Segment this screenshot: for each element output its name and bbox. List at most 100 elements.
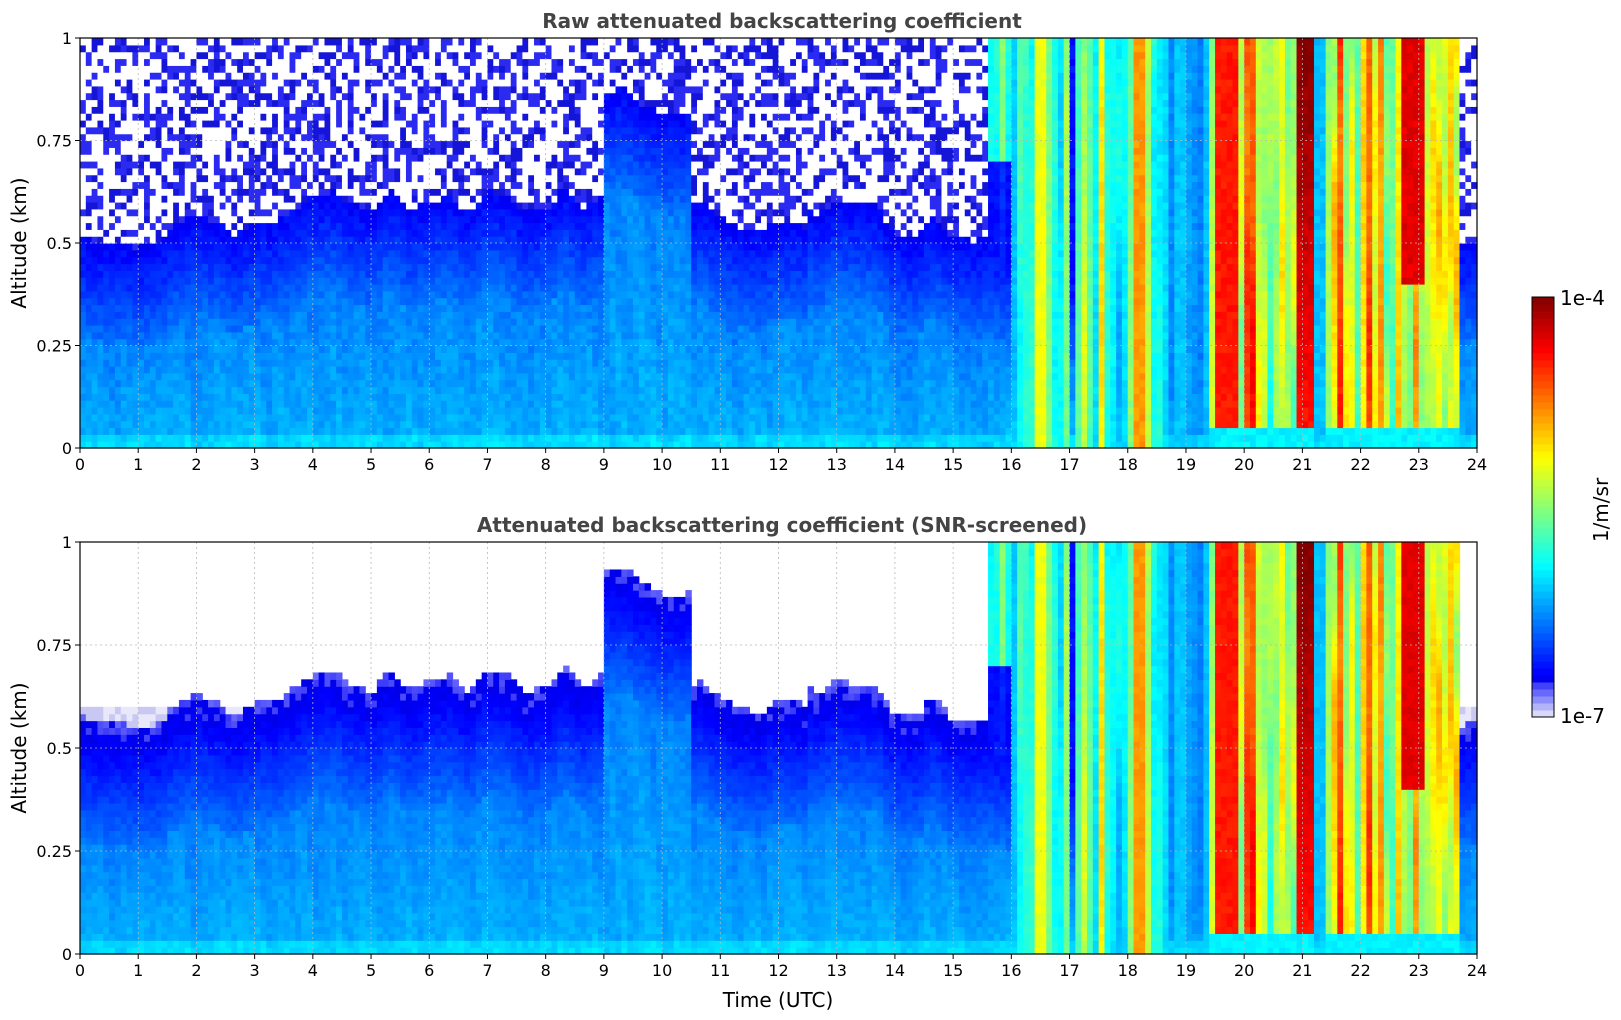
top-heatmap-cell <box>528 126 535 135</box>
top-heatmap-cell <box>178 441 186 449</box>
top-heatmap-cell <box>324 325 331 333</box>
top-heatmap-cell <box>458 434 465 442</box>
top-heatmap-cell <box>365 229 372 237</box>
top-heatmap-cell <box>318 352 326 360</box>
top-heatmap-cell <box>208 263 215 271</box>
top-heatmap-cell <box>324 51 331 60</box>
top-heatmap-cell <box>161 352 168 360</box>
top-heatmap-cell <box>178 65 186 73</box>
top-heatmap-cell <box>458 297 465 306</box>
top-heatmap-cell <box>248 229 256 237</box>
top-heatmap-cell <box>272 263 279 271</box>
top-heatmap-cell <box>499 120 506 128</box>
top-heatmap-cell <box>114 106 122 114</box>
top-heatmap-cell <box>173 379 180 388</box>
top-heatmap-cell <box>196 311 203 319</box>
top-heatmap-cell <box>475 434 483 442</box>
top-heatmap-cell <box>289 413 296 422</box>
top-heatmap-cell <box>132 359 139 367</box>
top-heatmap-cell <box>242 236 250 244</box>
top-heatmap-cell <box>394 290 401 299</box>
top-heatmap-cell <box>423 318 430 326</box>
top-heatmap-cell <box>103 393 110 401</box>
top-heatmap-cell <box>184 311 192 319</box>
top-heatmap-cell <box>161 407 168 415</box>
top-heatmap-cell <box>388 120 395 128</box>
top-heatmap-cell <box>144 284 151 292</box>
top-heatmap-cell <box>400 263 407 271</box>
top-heatmap-cell <box>301 188 308 196</box>
top-heatmap-cell <box>266 161 273 169</box>
top-heatmap-cell <box>534 407 541 415</box>
top-heatmap-cell <box>312 352 320 360</box>
top-heatmap-cell <box>324 120 331 128</box>
top-heatmap-cell <box>353 202 360 210</box>
top-heatmap-cell <box>190 427 198 435</box>
top-heatmap-cell <box>435 304 442 312</box>
top-heatmap-cell <box>324 92 331 101</box>
top-heatmap-cell <box>557 290 564 299</box>
top-heatmap-cell <box>173 400 180 408</box>
top-heatmap-cell <box>528 345 535 353</box>
top-heatmap-cell <box>266 413 273 422</box>
top-heatmap-cell <box>231 359 238 367</box>
top-heatmap-cell <box>208 154 215 162</box>
top-heatmap-cell <box>272 167 279 176</box>
top-heatmap-cell <box>347 215 355 224</box>
top-heatmap-cell <box>341 359 349 367</box>
top-heatmap-cell <box>208 229 215 237</box>
top-heatmap-cell <box>417 79 425 87</box>
top-heatmap-cell <box>289 359 296 367</box>
top-heatmap-cell <box>161 167 168 176</box>
top-heatmap-cell <box>504 51 512 60</box>
top-heatmap-cell <box>475 222 483 230</box>
top-heatmap-cell <box>126 222 133 230</box>
top-heatmap-cell <box>371 222 378 230</box>
top-heatmap-cell <box>446 249 454 258</box>
top-heatmap-cell <box>539 277 547 285</box>
top-heatmap-cell <box>522 51 529 60</box>
top-heatmap-cell <box>295 195 302 203</box>
top-heatmap-cell <box>202 229 209 237</box>
top-heatmap-cell <box>196 72 203 80</box>
top-heatmap-cell <box>470 331 477 340</box>
top-heatmap-cell <box>551 297 558 306</box>
top-heatmap-cell <box>376 386 384 394</box>
top-heatmap-cell <box>260 38 267 46</box>
top-heatmap-cell <box>376 427 384 435</box>
top-heatmap-cell <box>120 393 128 401</box>
top-heatmap-cell <box>289 229 296 237</box>
top-heatmap-cell <box>330 263 337 271</box>
top-heatmap-cell <box>435 147 442 155</box>
top-heatmap-cell <box>545 202 553 210</box>
top-heatmap-cell <box>196 133 203 142</box>
top-heatmap-cell <box>341 202 349 210</box>
top-heatmap-cell <box>510 106 518 114</box>
top-heatmap-cell <box>242 106 250 114</box>
top-heatmap-cell <box>365 38 372 46</box>
top-heatmap-cell <box>190 318 198 326</box>
top-heatmap-cell <box>411 243 419 251</box>
top-heatmap-cell <box>347 359 355 367</box>
top-heatmap-cell <box>394 99 401 107</box>
top-heatmap-cell <box>423 154 430 162</box>
top-heatmap-cell <box>307 249 314 258</box>
top-heatmap-cell <box>487 202 494 210</box>
top-heatmap-cell <box>213 249 221 258</box>
top-heatmap-cell <box>277 174 285 183</box>
top-heatmap-cell <box>190 297 198 306</box>
top-heatmap-cell <box>487 79 494 87</box>
top-heatmap-cell <box>80 243 87 251</box>
top-heatmap-cell <box>173 174 180 183</box>
top-heatmap-cell <box>103 222 110 230</box>
top-heatmap-cell <box>411 188 419 196</box>
top-heatmap-cell <box>376 420 384 429</box>
top-heatmap-cell <box>440 263 448 271</box>
top-heatmap-cell <box>114 195 122 203</box>
top-heatmap-cell <box>132 407 139 415</box>
top-heatmap-cell <box>132 345 139 353</box>
top-heatmap-cell <box>557 38 564 46</box>
top-heatmap-cell <box>423 58 430 66</box>
top-heatmap-cell <box>499 290 506 299</box>
top-heatmap-cell <box>504 85 512 94</box>
